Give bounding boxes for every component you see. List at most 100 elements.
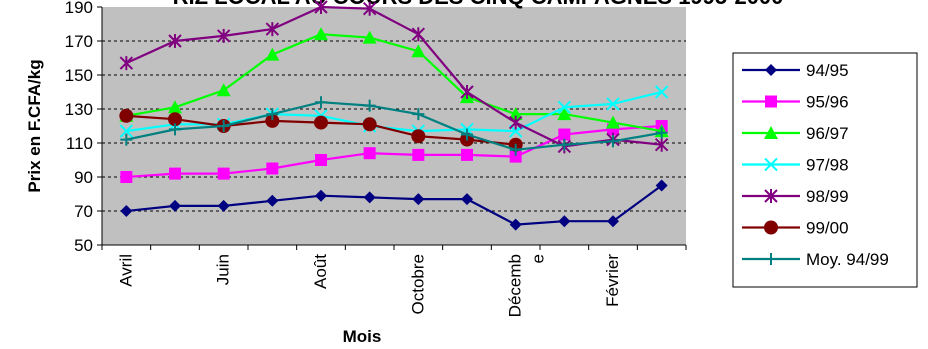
data-point — [509, 150, 522, 163]
series-line — [126, 124, 662, 179]
data-point — [606, 115, 620, 129]
data-point — [764, 126, 778, 139]
data-point — [315, 96, 327, 109]
data-point — [654, 85, 669, 99]
series-line — [126, 33, 662, 133]
data-point — [655, 179, 668, 192]
data-point — [411, 129, 426, 144]
y-tick-label: 170 — [65, 32, 93, 51]
data-point — [216, 28, 231, 43]
chart-title: RIZ LOCAL AU COURS DES CINQ CAMPAGNES 19… — [173, 0, 784, 9]
series-6 — [119, 108, 523, 152]
legend-item: 99/00 — [742, 219, 849, 238]
data-point — [461, 193, 473, 206]
data-point — [120, 133, 133, 146]
series-line — [125, 5, 662, 148]
data-point — [607, 135, 619, 148]
data-point — [765, 64, 777, 76]
y-tick-label: 50 — [74, 236, 93, 255]
data-point — [460, 85, 474, 99]
data-point — [216, 83, 231, 97]
series-line — [126, 184, 663, 226]
y-tick-labels: 50 70 90 110 130 150 170 190 — [65, 0, 93, 255]
data-point — [363, 147, 376, 160]
data-point — [363, 191, 376, 204]
data-point — [764, 157, 778, 172]
legend-label: 96/97 — [806, 124, 849, 143]
data-point — [558, 215, 571, 228]
data-point — [265, 22, 280, 37]
data-point — [765, 95, 777, 108]
data-point — [558, 128, 571, 141]
legend-label: 97/98 — [806, 156, 849, 175]
data-point — [169, 123, 181, 136]
data-point — [764, 220, 778, 235]
y-axis-title: Prix en F.CFA/kg — [25, 59, 44, 192]
legend-item: 96/97 — [742, 124, 849, 143]
x-axis-title: Mois — [343, 327, 382, 346]
data-point — [509, 218, 522, 231]
data-point — [314, 115, 328, 130]
data-point — [314, 27, 328, 41]
legend-item: Moy. 94/99 — [742, 250, 889, 269]
series-7 — [120, 96, 668, 156]
data-point — [119, 56, 134, 71]
data-point — [217, 120, 230, 132]
data-point — [120, 171, 133, 183]
data-point — [119, 108, 134, 123]
x-tick-label: Octobre — [408, 254, 427, 314]
y-tick-label: 190 — [65, 0, 93, 17]
data-point — [411, 27, 426, 42]
data-point — [217, 167, 230, 180]
data-point — [461, 128, 473, 141]
data-point — [654, 137, 669, 152]
series-line — [126, 101, 662, 151]
data-point — [120, 205, 133, 217]
plot-area — [102, 7, 686, 245]
data-point — [764, 189, 778, 203]
series-1 — [120, 179, 668, 231]
data-point — [168, 100, 182, 114]
series-2 — [120, 120, 668, 183]
legend-label: 99/00 — [806, 219, 849, 238]
data-point — [217, 199, 230, 212]
data-point — [169, 199, 181, 212]
data-point — [168, 112, 182, 127]
data-point — [412, 148, 425, 161]
legend-item: 97/98 — [742, 156, 849, 175]
data-point — [265, 113, 280, 128]
legend-item: 94/95 — [742, 61, 849, 80]
data-point — [412, 193, 425, 206]
legend: 94/95 95/96 96/97 97/98 98/99 99/00 Moy. 94/99 — [732, 52, 918, 288]
legend-label: Moy. 94/99 — [806, 250, 889, 269]
y-tick-label: 90 — [74, 168, 93, 187]
data-point — [315, 189, 327, 202]
x-tick-label: e — [529, 254, 548, 263]
series-lines — [119, 0, 669, 231]
legend-item: 95/96 — [742, 93, 849, 112]
data-point — [362, 117, 377, 132]
y-tick-label: 110 — [66, 134, 93, 153]
data-point — [362, 30, 377, 44]
legend-label: 94/95 — [806, 61, 849, 80]
y-tick-label: 150 — [65, 66, 93, 85]
data-point — [607, 215, 619, 228]
data-point — [557, 100, 572, 115]
data-point — [557, 107, 572, 121]
legend-label: 95/96 — [806, 93, 849, 112]
y-tick-label: 70 — [74, 202, 93, 221]
x-tick-label: Février — [603, 254, 622, 307]
x-tick-labels: Avril Juin Août Octobre Décemb e Février — [116, 254, 622, 318]
data-point — [508, 107, 523, 121]
data-point — [655, 126, 668, 139]
data-point — [363, 99, 376, 112]
data-point — [606, 97, 620, 111]
data-point — [412, 108, 425, 121]
data-point — [765, 253, 777, 265]
data-point — [119, 124, 134, 138]
data-point — [607, 123, 619, 136]
x-tick-label: Avril — [116, 254, 135, 287]
data-point — [314, 0, 328, 14]
legend-item: 98/99 — [742, 187, 849, 206]
